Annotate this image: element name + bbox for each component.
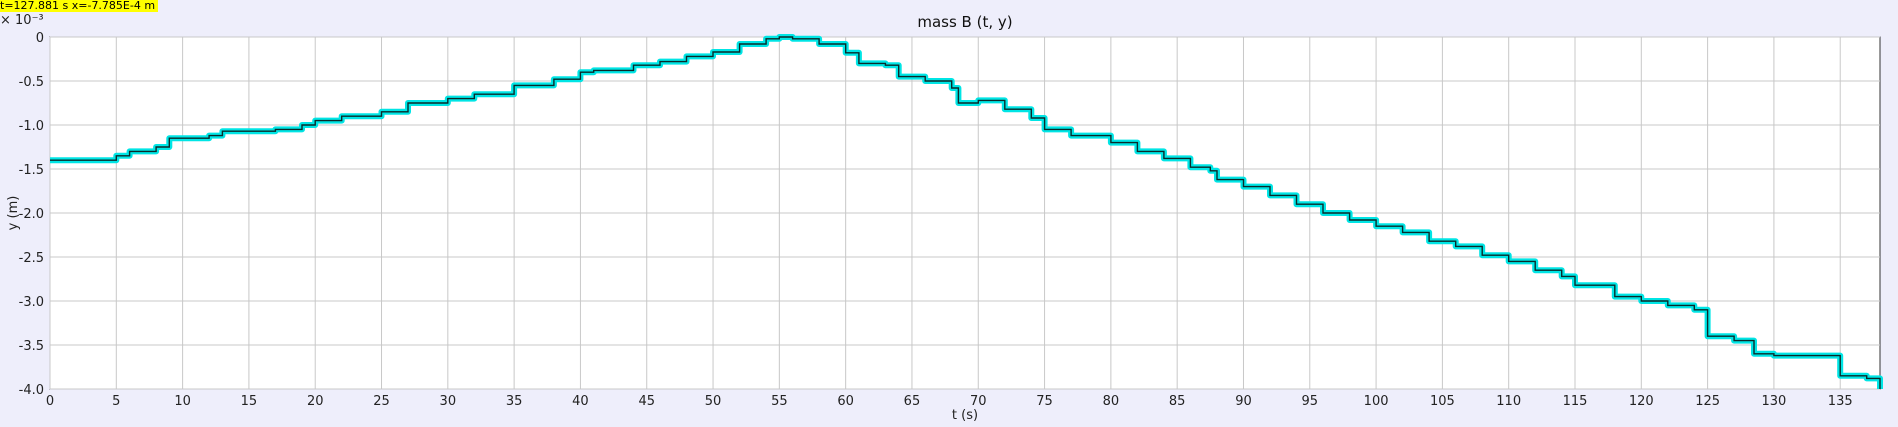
x-tick-label: 120 [1629, 394, 1654, 409]
x-tick-label: 30 [440, 394, 457, 409]
tick-labels: 0 5 10 15 20 25 30 35 40 45 50 55 60 65 70 75 80 85 90 95 10… [19, 31, 1853, 409]
x-tick-label: 45 [638, 394, 655, 409]
y-tick-label: -2.0 [19, 207, 44, 222]
x-tick-label: 135 [1828, 394, 1853, 409]
x-tick-label: 90 [1235, 394, 1252, 409]
x-tick-label: 100 [1364, 394, 1389, 409]
y-axis-label: y (m) [6, 196, 21, 231]
x-tick-label: 85 [1169, 394, 1186, 409]
y-tick-label: -4.0 [19, 383, 44, 398]
x-tick-label: 125 [1695, 394, 1720, 409]
x-tick-label: 95 [1302, 394, 1319, 409]
x-tick-label: 105 [1430, 394, 1455, 409]
x-tick-label: 25 [373, 394, 390, 409]
series-line [50, 36, 1881, 389]
cursor-readout: t=127.881 s x=-7.785E-4 m [0, 0, 159, 12]
x-tick-label: 70 [970, 394, 987, 409]
x-tick-label: 110 [1496, 394, 1521, 409]
x-axis-label: t (s) [952, 408, 978, 423]
x-tick-label: 10 [174, 394, 191, 409]
x-tick-label: 50 [705, 394, 722, 409]
y-tick-label: -3.0 [19, 295, 44, 310]
x-tick-label: 20 [307, 394, 324, 409]
x-tick-label: 0 [46, 394, 54, 409]
x-tick-label: 130 [1761, 394, 1786, 409]
x-tick-label: 75 [1036, 394, 1053, 409]
y-multiplier-label: × 10⁻³ [0, 13, 44, 28]
y-tick-label: -0.5 [19, 75, 44, 90]
y-tick-label: -1.5 [19, 163, 44, 178]
series-layer [50, 34, 1883, 389]
chart-title: mass B (t, y) [917, 13, 1012, 31]
x-tick-label: 5 [112, 394, 120, 409]
y-tick-label: -2.5 [19, 251, 44, 266]
x-tick-label: 35 [506, 394, 523, 409]
x-tick-label: 65 [904, 394, 921, 409]
x-tick-label: 15 [241, 394, 258, 409]
x-tick-label: 80 [1103, 394, 1120, 409]
x-tick-label: 115 [1563, 394, 1588, 409]
y-tick-label: -1.0 [19, 119, 44, 134]
x-tick-label: 60 [837, 394, 854, 409]
y-tick-label: 0 [36, 31, 44, 46]
x-tick-label: 40 [572, 394, 589, 409]
y-tick-label: -3.5 [19, 339, 44, 354]
x-tick-label: 55 [771, 394, 788, 409]
